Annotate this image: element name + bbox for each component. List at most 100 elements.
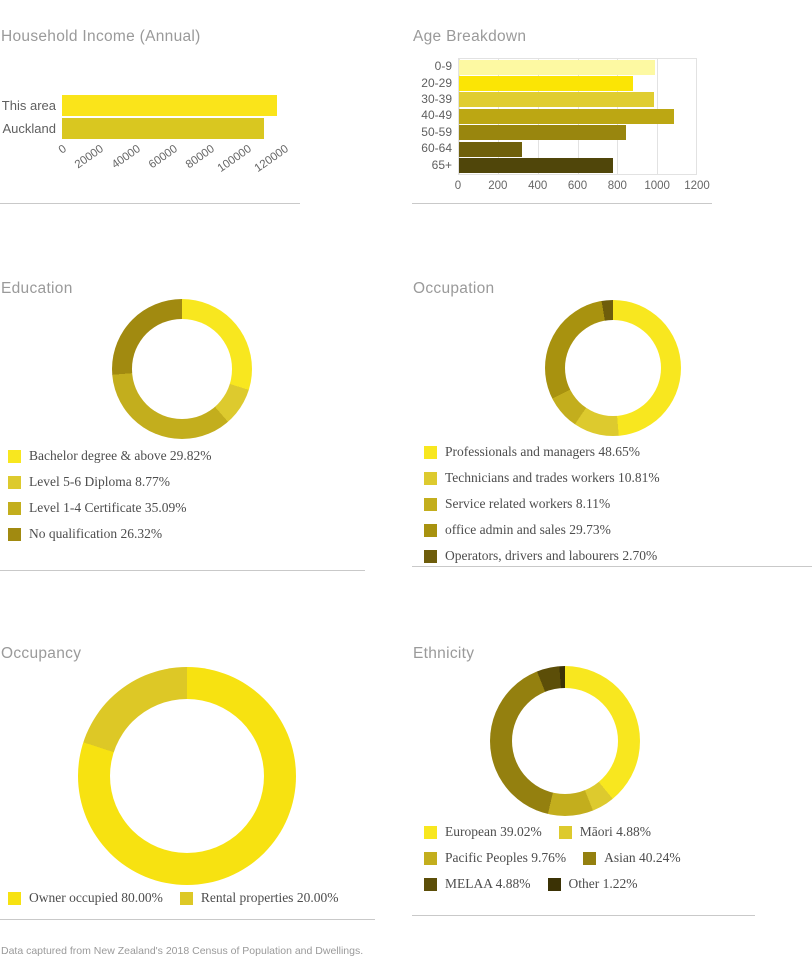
category-label: Auckland bbox=[2, 121, 56, 136]
category-label: This area bbox=[1, 98, 56, 113]
category-label: 30-39 bbox=[421, 91, 452, 106]
legend-swatch-icon bbox=[424, 471, 437, 485]
legend-swatch-icon bbox=[8, 475, 21, 489]
occupation-legend: Professionals and managers 48.65% Technic… bbox=[424, 444, 660, 564]
legend-item[interactable]: European 39.02% bbox=[424, 824, 542, 840]
legend-label: No qualification 26.32% bbox=[29, 526, 163, 541]
household-income-panel: Household Income (Annual) This area Auckl… bbox=[0, 20, 300, 204]
occupancy-legend: Owner occupied 80.00% Rental properties 2… bbox=[8, 890, 368, 906]
age-breakdown-title: Age Breakdown bbox=[413, 28, 527, 45]
footer-note: Data captured from New Zealand's 2018 Ce… bbox=[1, 945, 364, 957]
bar-0-9[interactable] bbox=[459, 59, 655, 75]
legend-item[interactable]: Level 5-6 Diploma 8.77% bbox=[8, 474, 212, 490]
bar-row bbox=[459, 141, 696, 157]
legend-swatch-icon bbox=[583, 851, 597, 865]
legend-label: Asian 40.24% bbox=[604, 850, 681, 865]
bar-row bbox=[62, 117, 284, 140]
plot-area bbox=[458, 58, 697, 175]
bar-20-29[interactable] bbox=[459, 76, 633, 92]
legend-swatch-icon bbox=[179, 891, 193, 905]
legend-swatch-icon bbox=[424, 445, 437, 459]
bar-65+[interactable] bbox=[459, 158, 614, 174]
bar-row bbox=[459, 75, 696, 92]
legend-item[interactable]: Pacific Peoples 9.76% bbox=[424, 850, 566, 866]
age-breakdown-panel: Age Breakdown 0-9 20-29 30-39 40-49 50-59 60-… bbox=[412, 20, 712, 204]
legend-swatch-icon bbox=[8, 449, 21, 463]
education-donut[interactable] bbox=[112, 299, 252, 439]
legend-label: Other 1.22% bbox=[568, 876, 638, 891]
legend-item[interactable]: MELAA 4.88% bbox=[424, 876, 531, 892]
legend-item[interactable]: office admin and sales 29.73% bbox=[424, 522, 660, 538]
legend-swatch-icon bbox=[424, 825, 437, 839]
occupation-title: Occupation bbox=[413, 280, 495, 297]
legend-item[interactable]: Operators, drivers and labourers 2.70% bbox=[424, 548, 660, 564]
category-label: 60-64 bbox=[421, 141, 452, 156]
legend-label: Rental properties 20.00% bbox=[200, 890, 339, 905]
legend-swatch-icon bbox=[424, 497, 437, 511]
category-label: 40-49 bbox=[421, 108, 452, 123]
legend-label: MELAA 4.88% bbox=[445, 876, 531, 891]
bar-30-39[interactable] bbox=[459, 92, 654, 108]
bar-50-59[interactable] bbox=[459, 125, 626, 141]
x-axis: 0 200 400 600 800 1000 1200 bbox=[455, 175, 710, 195]
bar-This area[interactable] bbox=[62, 95, 277, 116]
category-label: 65+ bbox=[431, 157, 452, 172]
plot-area bbox=[62, 94, 284, 140]
legend-item[interactable]: Māori 4.88% bbox=[558, 824, 651, 840]
legend-label: Level 1-4 Certificate 35.09% bbox=[29, 500, 187, 515]
legend-swatch-icon bbox=[424, 877, 437, 891]
bar-40-49[interactable] bbox=[459, 108, 675, 124]
panel-divider bbox=[0, 570, 365, 571]
legend-item[interactable]: Professionals and managers 48.65% bbox=[424, 444, 660, 460]
legend-label: Owner occupied 80.00% bbox=[29, 890, 163, 905]
axis-tick: 200 bbox=[488, 179, 508, 192]
occupancy-panel: Occupancy Owner occupied 80.00% Rental pr… bbox=[0, 637, 375, 920]
legend-item[interactable]: Asian 40.24% bbox=[583, 850, 681, 866]
occupancy-donut[interactable] bbox=[78, 667, 296, 885]
category-label: 20-29 bbox=[421, 75, 452, 90]
legend-swatch-icon bbox=[558, 825, 572, 839]
education-panel: Education Bachelor degree & above 29.82%… bbox=[0, 272, 365, 571]
panel-divider bbox=[412, 566, 812, 567]
education-legend: Bachelor degree & above 29.82% Level 5-6 … bbox=[8, 448, 212, 542]
legend-item[interactable]: Other 1.22% bbox=[547, 876, 638, 892]
age-plot-body: 0-9 20-29 30-39 40-49 50-59 60-64 65+ bbox=[412, 58, 697, 175]
legend-item[interactable]: Owner occupied 80.00% bbox=[8, 890, 163, 906]
bar-Auckland[interactable] bbox=[62, 118, 264, 139]
legend-swatch-icon bbox=[424, 549, 437, 563]
panel-divider bbox=[0, 203, 300, 204]
legend-swatch-icon bbox=[8, 527, 21, 541]
bar-60-64[interactable] bbox=[459, 141, 523, 157]
legend-label: Service related workers 8.11% bbox=[445, 496, 611, 511]
bar-row bbox=[459, 59, 696, 75]
legend-item[interactable]: Technicians and trades workers 10.81% bbox=[424, 470, 660, 486]
legend-label: Level 5-6 Diploma 8.77% bbox=[29, 474, 170, 489]
category-label: 0-9 bbox=[434, 59, 452, 74]
x-axis: 0 20000 40000 60000 80000 100000 120000 bbox=[57, 140, 291, 186]
legend-label: Operators, drivers and labourers 2.70% bbox=[445, 548, 658, 563]
legend-item[interactable]: Level 1-4 Certificate 35.09% bbox=[8, 500, 212, 516]
occupation-donut[interactable] bbox=[545, 300, 681, 436]
axis-tick: 800 bbox=[607, 179, 627, 192]
legend-label: Technicians and trades workers 10.81% bbox=[445, 470, 660, 485]
category-label: 50-59 bbox=[421, 124, 452, 139]
occupancy-title: Occupancy bbox=[1, 645, 82, 662]
axis-tick: 1200 bbox=[684, 179, 710, 192]
legend-swatch-icon bbox=[424, 851, 437, 865]
legend-item[interactable]: Service related workers 8.11% bbox=[424, 496, 660, 512]
bar-row bbox=[62, 94, 284, 117]
income-plot-body: This area Auckland bbox=[0, 94, 284, 140]
bar-row bbox=[459, 92, 696, 108]
education-title: Education bbox=[1, 280, 73, 297]
gridline bbox=[696, 59, 697, 174]
household-income-title: Household Income (Annual) bbox=[1, 28, 201, 45]
legend-item[interactable]: Bachelor degree & above 29.82% bbox=[8, 448, 212, 464]
legend-label: Māori 4.88% bbox=[579, 824, 651, 839]
panel-divider bbox=[412, 203, 712, 204]
legend-label: Bachelor degree & above 29.82% bbox=[29, 448, 212, 463]
legend-item[interactable]: Rental properties 20.00% bbox=[179, 890, 339, 906]
ethnicity-donut[interactable] bbox=[490, 666, 640, 816]
panel-divider bbox=[0, 919, 375, 920]
legend-item[interactable]: No qualification 26.32% bbox=[8, 526, 212, 542]
legend-label: Professionals and managers 48.65% bbox=[445, 444, 640, 459]
